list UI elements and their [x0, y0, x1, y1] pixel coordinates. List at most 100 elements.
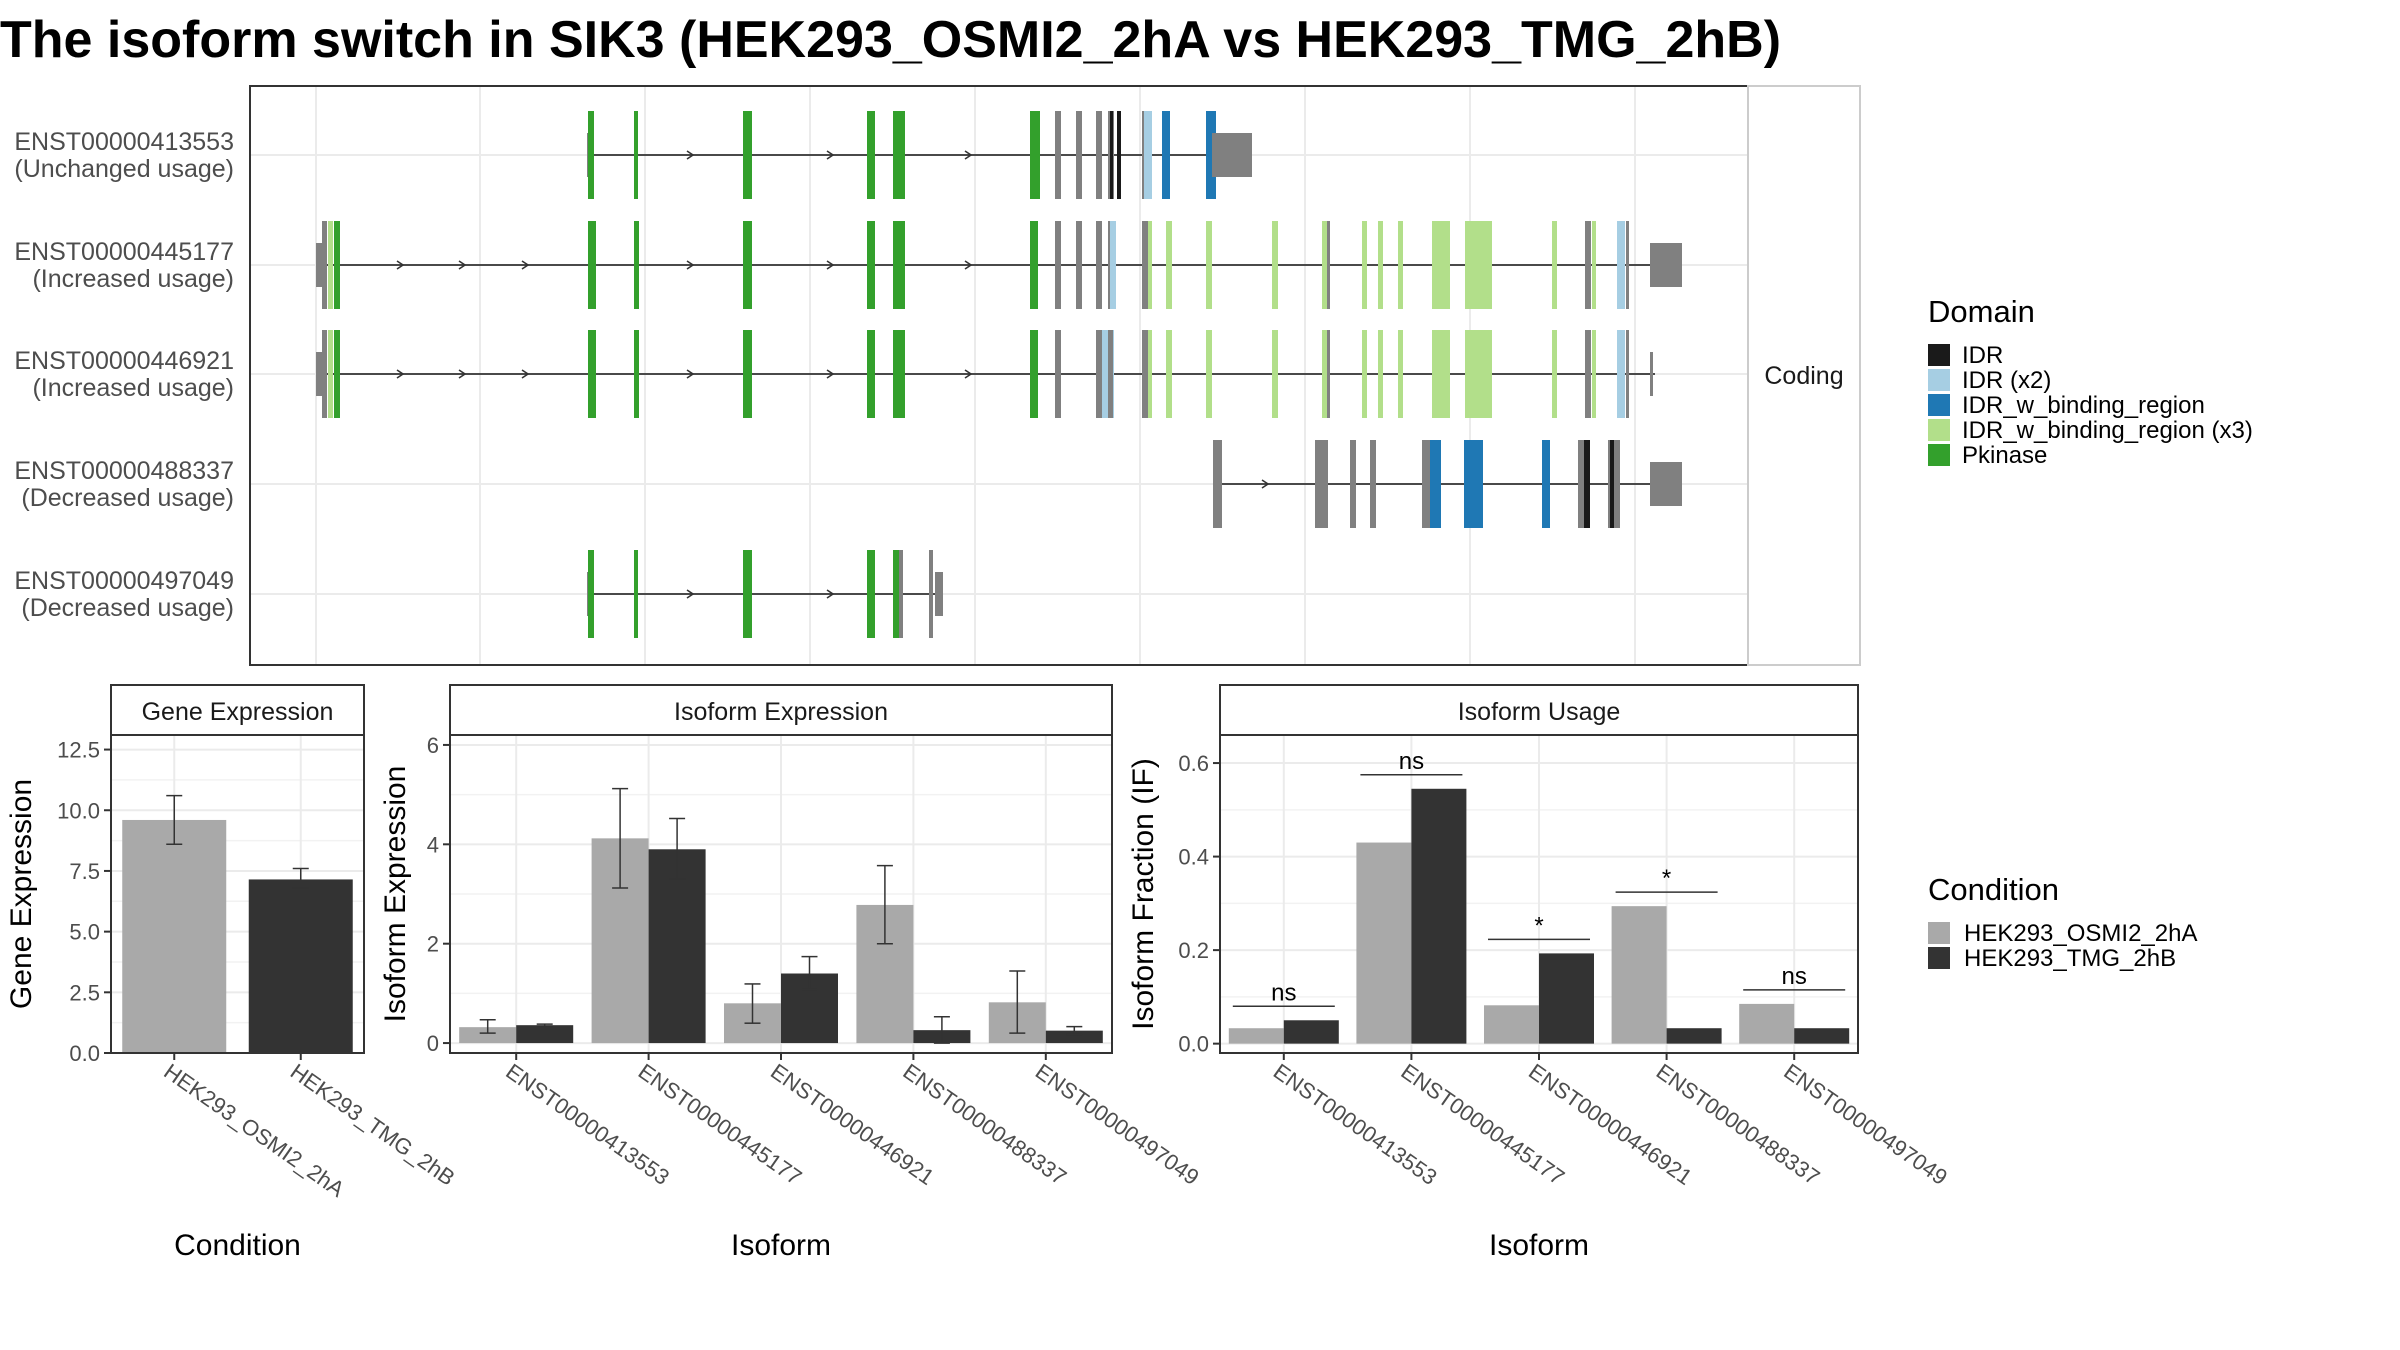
domain-exon-block	[1465, 330, 1492, 418]
domain-exon-block	[1362, 221, 1367, 309]
x-axis-title: Condition	[174, 1229, 301, 1262]
domain-exon-block	[634, 111, 638, 199]
domain-exon-block	[634, 330, 639, 418]
y-tick-label: 4	[427, 832, 439, 857]
domain-exon-block	[1432, 330, 1450, 418]
domain-exon-block	[1378, 330, 1383, 418]
domain-exon-block	[334, 330, 340, 418]
domain-exon-block	[1030, 330, 1038, 418]
domain-exon-block	[1362, 330, 1367, 418]
domain-exon-block	[743, 330, 752, 418]
y-tick-label: 10.0	[57, 798, 100, 823]
bar	[1484, 1005, 1539, 1044]
exon-block	[1055, 111, 1061, 199]
significance-label: ns	[1399, 748, 1424, 775]
domain-legend-swatch	[1928, 444, 1950, 466]
exon-block	[1327, 330, 1330, 418]
condition-legend-title: Condition	[1928, 872, 2059, 907]
domain-exon-block	[1617, 221, 1625, 309]
transcript-id-label: ENST00000445177	[14, 238, 234, 266]
bar	[1539, 953, 1594, 1044]
domain-exon-block	[1584, 440, 1590, 528]
transcript-usage-label: (Decreased usage)	[21, 484, 234, 512]
intron-direction-arrow	[458, 369, 467, 379]
bar	[1739, 1003, 1795, 1044]
exon-block	[1327, 221, 1330, 309]
exon-block	[1096, 111, 1102, 199]
intron-direction-arrow	[396, 260, 405, 270]
domain-exon-block	[1166, 221, 1172, 309]
domain-legend-swatch	[1928, 369, 1950, 391]
y-tick-label: 5.0	[69, 920, 100, 945]
domain-legend-label: Pkinase	[1962, 442, 2047, 469]
domain-exon-block	[1272, 330, 1278, 418]
domain-exon-block	[588, 550, 594, 638]
domain-exon-block	[1465, 221, 1492, 309]
domain-exon-block	[893, 550, 900, 638]
panel-strip-title: Gene Expression	[142, 698, 334, 726]
domain-exon-block	[634, 221, 639, 309]
bar	[648, 849, 706, 1044]
domain-exon-block	[867, 550, 875, 638]
panel-strip-title: Isoform Usage	[1458, 698, 1621, 726]
x-axis-title: Isoform	[731, 1229, 831, 1262]
intron-direction-arrow	[826, 369, 835, 379]
domain-exon-block	[588, 221, 596, 309]
panel-strip	[110, 684, 365, 736]
exon-block	[935, 572, 943, 616]
exon-block	[1055, 221, 1061, 309]
domain-exon-block	[588, 111, 594, 199]
domain-exon-block	[328, 221, 333, 309]
panel-strip-title: Isoform Expression	[674, 698, 888, 726]
domain-exon-block	[1617, 330, 1625, 418]
significance-label: *	[1662, 865, 1671, 892]
domain-legend-title: Domain	[1928, 294, 2035, 329]
intron-direction-arrow	[964, 150, 973, 160]
y-tick-label: 2.5	[69, 980, 100, 1005]
exon-block	[316, 243, 322, 287]
bar	[1283, 1020, 1339, 1044]
domain-exon-block	[1610, 440, 1614, 528]
transcript-usage-label: (Increased usage)	[32, 374, 234, 402]
domain-exon-block	[1148, 221, 1152, 309]
domain-exon-block	[588, 330, 596, 418]
domain-exon-block	[1322, 330, 1328, 418]
intron-direction-arrow	[826, 150, 835, 160]
y-tick-label: 0	[427, 1031, 439, 1056]
domain-exon-block	[1166, 330, 1172, 418]
plot-frame	[1219, 734, 1859, 1054]
domain-exon-block	[1552, 330, 1557, 418]
exon-block	[929, 550, 933, 638]
y-tick-label: 0.6	[1178, 751, 1209, 776]
intron-direction-arrow	[686, 260, 695, 270]
domain-exon-block	[1398, 330, 1403, 418]
exon-block	[1370, 440, 1376, 528]
domain-exon-block	[334, 221, 340, 309]
domain-exon-block	[1272, 221, 1278, 309]
intron-direction-arrow	[1261, 479, 1270, 489]
exon-block	[1650, 352, 1653, 396]
bar	[1611, 906, 1667, 1044]
figure-title: The isoform switch in SIK3 (HEK293_OSMI2…	[0, 11, 1781, 69]
domain-exon-block	[867, 111, 875, 199]
domain-exon-block	[1144, 111, 1152, 199]
bar	[1045, 1030, 1103, 1044]
y-tick-label: 6	[427, 733, 439, 758]
significance-label: ns	[1782, 963, 1807, 990]
bar	[248, 879, 353, 1053]
plot-frame	[110, 734, 365, 1054]
exon-block	[1142, 221, 1148, 309]
intron-direction-arrow	[458, 260, 467, 270]
y-axis-title: Isoform Fraction (IF)	[1127, 758, 1160, 1030]
domain-exon-block	[1542, 440, 1550, 528]
domain-exon-block	[634, 550, 638, 638]
transcript-id-label: ENST00000446921	[14, 347, 234, 375]
y-axis-title: Gene Expression	[5, 779, 38, 1009]
bar	[1411, 788, 1467, 1044]
domain-exon-block	[1378, 221, 1383, 309]
intron-direction-arrow	[686, 589, 695, 599]
bar	[1666, 1028, 1722, 1044]
transcript-usage-label: (Increased usage)	[32, 265, 234, 293]
